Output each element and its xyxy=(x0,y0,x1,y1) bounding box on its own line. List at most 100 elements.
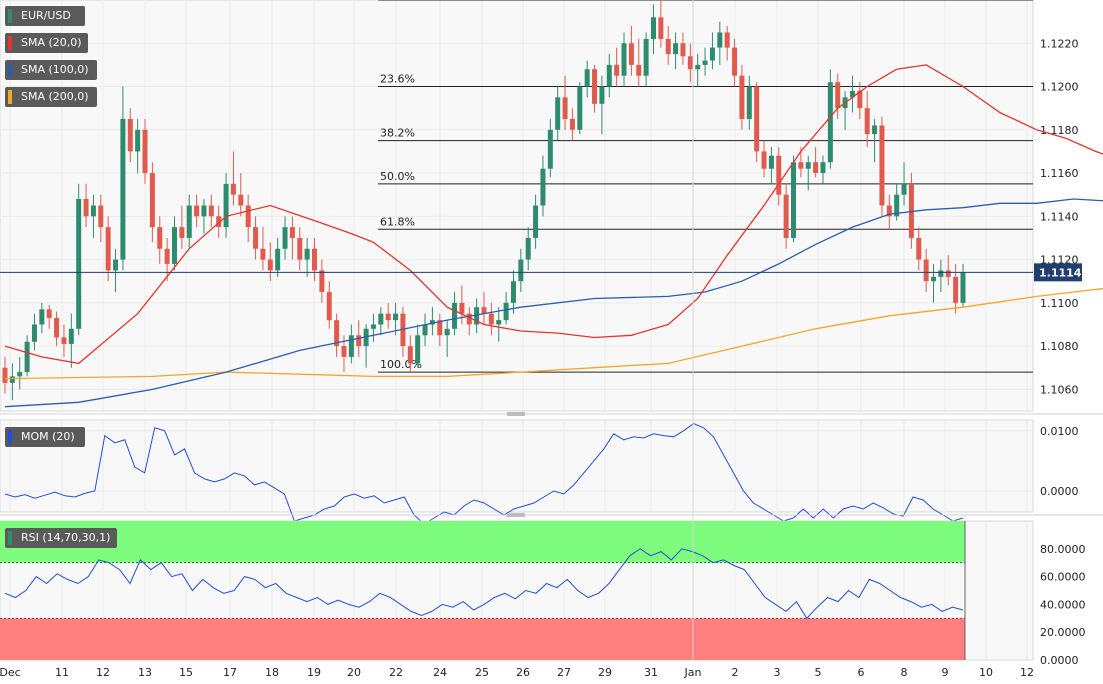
candle[interactable] xyxy=(39,302,45,334)
candle[interactable] xyxy=(650,4,656,55)
candle[interactable] xyxy=(717,21,723,65)
candle[interactable] xyxy=(827,69,833,169)
candle[interactable] xyxy=(665,25,671,65)
candle[interactable] xyxy=(474,298,480,334)
candle[interactable] xyxy=(791,155,797,243)
candle[interactable] xyxy=(562,75,568,130)
candle[interactable] xyxy=(658,0,664,48)
candle[interactable] xyxy=(223,173,229,238)
candle[interactable] xyxy=(2,356,8,394)
candle[interactable] xyxy=(437,313,443,347)
candle[interactable] xyxy=(127,108,133,163)
candle[interactable] xyxy=(628,25,634,76)
candle[interactable] xyxy=(886,194,892,230)
legend-eurusd[interactable]: EUR/USD xyxy=(5,6,85,26)
candle[interactable] xyxy=(267,242,273,282)
candle[interactable] xyxy=(857,82,863,119)
candle[interactable] xyxy=(732,38,738,87)
candle[interactable] xyxy=(894,183,900,221)
candle[interactable] xyxy=(673,32,679,70)
candle[interactable] xyxy=(171,216,177,271)
candle[interactable] xyxy=(105,216,111,282)
candle[interactable] xyxy=(525,227,531,271)
candle[interactable] xyxy=(931,263,937,303)
rsi-panel[interactable]: 80.0000 60.0000 40.0000 20.0000 0.0000 xyxy=(0,520,1086,667)
candle[interactable] xyxy=(245,194,251,243)
candle[interactable] xyxy=(916,227,922,271)
legend-sma200[interactable]: SMA (200,0) xyxy=(5,87,97,107)
candle[interactable] xyxy=(164,237,170,282)
candle[interactable] xyxy=(606,54,612,98)
candle[interactable] xyxy=(569,108,575,141)
candle[interactable] xyxy=(120,86,126,271)
candle[interactable] xyxy=(702,47,708,76)
candle[interactable] xyxy=(444,320,450,357)
candle[interactable] xyxy=(599,75,605,135)
candle[interactable] xyxy=(17,356,23,390)
candle[interactable] xyxy=(488,302,494,336)
candle[interactable] xyxy=(348,324,354,364)
candle[interactable] xyxy=(636,38,642,87)
candle[interactable] xyxy=(135,118,141,174)
candle[interactable] xyxy=(687,43,693,83)
candle[interactable] xyxy=(724,25,730,61)
candle[interactable] xyxy=(761,140,767,178)
candle[interactable] xyxy=(864,90,870,148)
candle[interactable] xyxy=(201,199,207,234)
candle[interactable] xyxy=(466,307,472,336)
candle[interactable] xyxy=(216,205,222,238)
candle[interactable] xyxy=(938,259,944,293)
candle[interactable] xyxy=(98,194,104,243)
candle[interactable] xyxy=(83,183,89,228)
panel-resize-handle[interactable] xyxy=(507,412,525,416)
candle[interactable] xyxy=(9,363,15,401)
legend-sma20[interactable]: SMA (20,0) xyxy=(5,33,88,53)
candle[interactable] xyxy=(643,32,649,87)
candle[interactable] xyxy=(253,216,259,260)
candle[interactable] xyxy=(481,292,487,325)
candle[interactable] xyxy=(908,173,914,249)
candle[interactable] xyxy=(540,155,546,217)
legend-rsi[interactable]: RSI (14,70,30,1) xyxy=(5,528,117,548)
candle[interactable] xyxy=(68,313,74,368)
candle[interactable] xyxy=(496,307,502,342)
candle[interactable] xyxy=(555,86,561,141)
candle[interactable] xyxy=(709,32,715,70)
candle[interactable] xyxy=(901,162,907,206)
candle[interactable] xyxy=(31,313,37,351)
candle[interactable] xyxy=(533,194,539,249)
candle[interactable] xyxy=(230,151,236,206)
candle[interactable] xyxy=(680,32,686,65)
candle[interactable] xyxy=(142,118,148,184)
candle[interactable] xyxy=(849,75,855,113)
candle[interactable] xyxy=(275,237,281,277)
candle[interactable] xyxy=(739,64,745,130)
candle[interactable] xyxy=(422,313,428,347)
candle[interactable] xyxy=(820,155,826,184)
candle[interactable] xyxy=(157,216,163,264)
candle[interactable] xyxy=(407,335,413,373)
candle[interactable] xyxy=(746,75,752,130)
candle[interactable] xyxy=(783,183,789,249)
candle[interactable] xyxy=(835,73,841,119)
candle[interactable] xyxy=(510,270,516,314)
candle[interactable] xyxy=(238,173,244,217)
candle[interactable] xyxy=(614,47,620,87)
candle[interactable] xyxy=(592,64,598,113)
candle[interactable] xyxy=(393,302,399,336)
candle[interactable] xyxy=(879,116,885,217)
candle[interactable] xyxy=(429,307,435,336)
candle[interactable] xyxy=(46,305,52,329)
candle[interactable] xyxy=(415,324,421,368)
candle[interactable] xyxy=(54,311,60,347)
candle[interactable] xyxy=(334,313,340,357)
candle[interactable] xyxy=(149,162,155,243)
candle[interactable] xyxy=(872,118,878,163)
candle[interactable] xyxy=(113,248,119,293)
legend-sma100[interactable]: SMA (100,0) xyxy=(5,60,97,80)
candle[interactable] xyxy=(194,194,200,228)
candle[interactable] xyxy=(776,147,782,206)
candle[interactable] xyxy=(370,313,376,342)
candle[interactable] xyxy=(61,324,67,357)
candle[interactable] xyxy=(805,155,811,191)
